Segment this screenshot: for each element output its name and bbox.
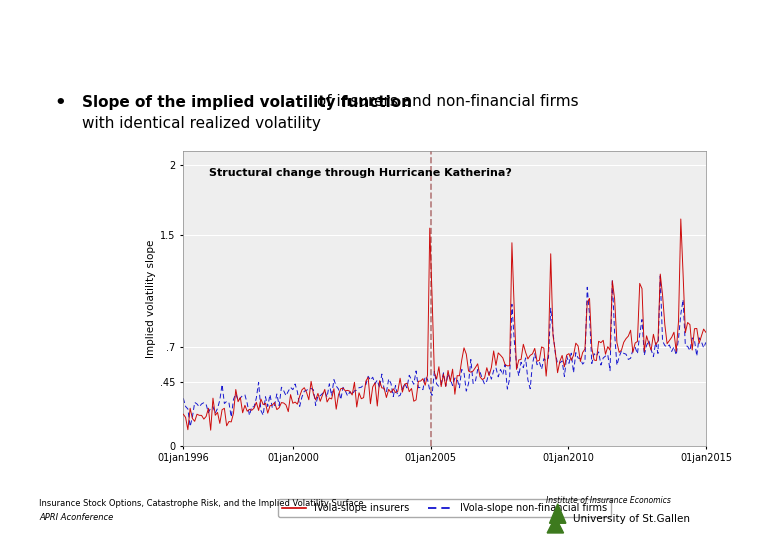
- IVola-slope non-financial firms: [277, 384, 286, 390]
- IVola-slope non-financial firms: [605, 367, 615, 374]
- IVola-slope insurers: [665, 337, 674, 343]
- Text: with identical realized volatility: with identical realized volatility: [82, 116, 321, 131]
- Text: 8: 8: [20, 25, 34, 45]
- Text: APRI Aconference: APRI Aconference: [39, 513, 113, 522]
- Line: IVola-slope non-financial firms: IVola-slope non-financial firms: [183, 276, 706, 427]
- IVola-slope insurers: [206, 427, 215, 434]
- Text: Empircial results (2/8): Slope of IV put options: Empircial results (2/8): Slope of IV put…: [68, 25, 577, 45]
- IVola-slope insurers: [277, 400, 286, 406]
- IVola-slope non-financial firms: [186, 423, 195, 430]
- IVola-slope non-financial firms: [701, 339, 711, 346]
- Text: Structural change through Hurricane Katherina?: Structural change through Hurricane Kath…: [209, 168, 512, 178]
- Text: •: •: [55, 94, 66, 112]
- IVola-slope insurers: [578, 349, 587, 356]
- IVola-slope insurers: [359, 394, 368, 401]
- IVola-slope non-financial firms: [655, 273, 665, 279]
- IVola-slope insurers: [179, 411, 188, 417]
- IVola-slope insurers: [701, 329, 711, 335]
- Text: of insurers and non-financial firms: of insurers and non-financial firms: [312, 94, 579, 110]
- IVola-slope non-financial firms: [179, 395, 188, 401]
- Text: Insurance Stock Options, Catastrophe Risk, and the Implied Volatility Surface: Insurance Stock Options, Catastrophe Ris…: [39, 500, 363, 509]
- Text: Slope of the implied volatility function: Slope of the implied volatility function: [82, 94, 412, 110]
- IVola-slope non-financial firms: [667, 348, 676, 355]
- Polygon shape: [549, 504, 566, 523]
- IVola-slope insurers: [676, 216, 686, 222]
- IVola-slope insurers: [594, 338, 603, 345]
- Polygon shape: [547, 517, 563, 533]
- Line: IVola-slope insurers: IVola-slope insurers: [183, 219, 706, 430]
- IVola-slope non-financial firms: [359, 382, 368, 388]
- IVola-slope insurers: [605, 347, 615, 353]
- Text: University of St.Gallen: University of St.Gallen: [573, 514, 690, 524]
- IVola-slope non-financial firms: [578, 361, 587, 367]
- Y-axis label: Implied volatility slope: Implied volatility slope: [146, 239, 156, 357]
- Legend: IVola-slope insurers, IVola-slope non-financial firms: IVola-slope insurers, IVola-slope non-fi…: [278, 500, 612, 517]
- Text: Institute of Insurance Economics: Institute of Insurance Economics: [546, 496, 671, 505]
- IVola-slope non-financial firms: [594, 349, 603, 355]
